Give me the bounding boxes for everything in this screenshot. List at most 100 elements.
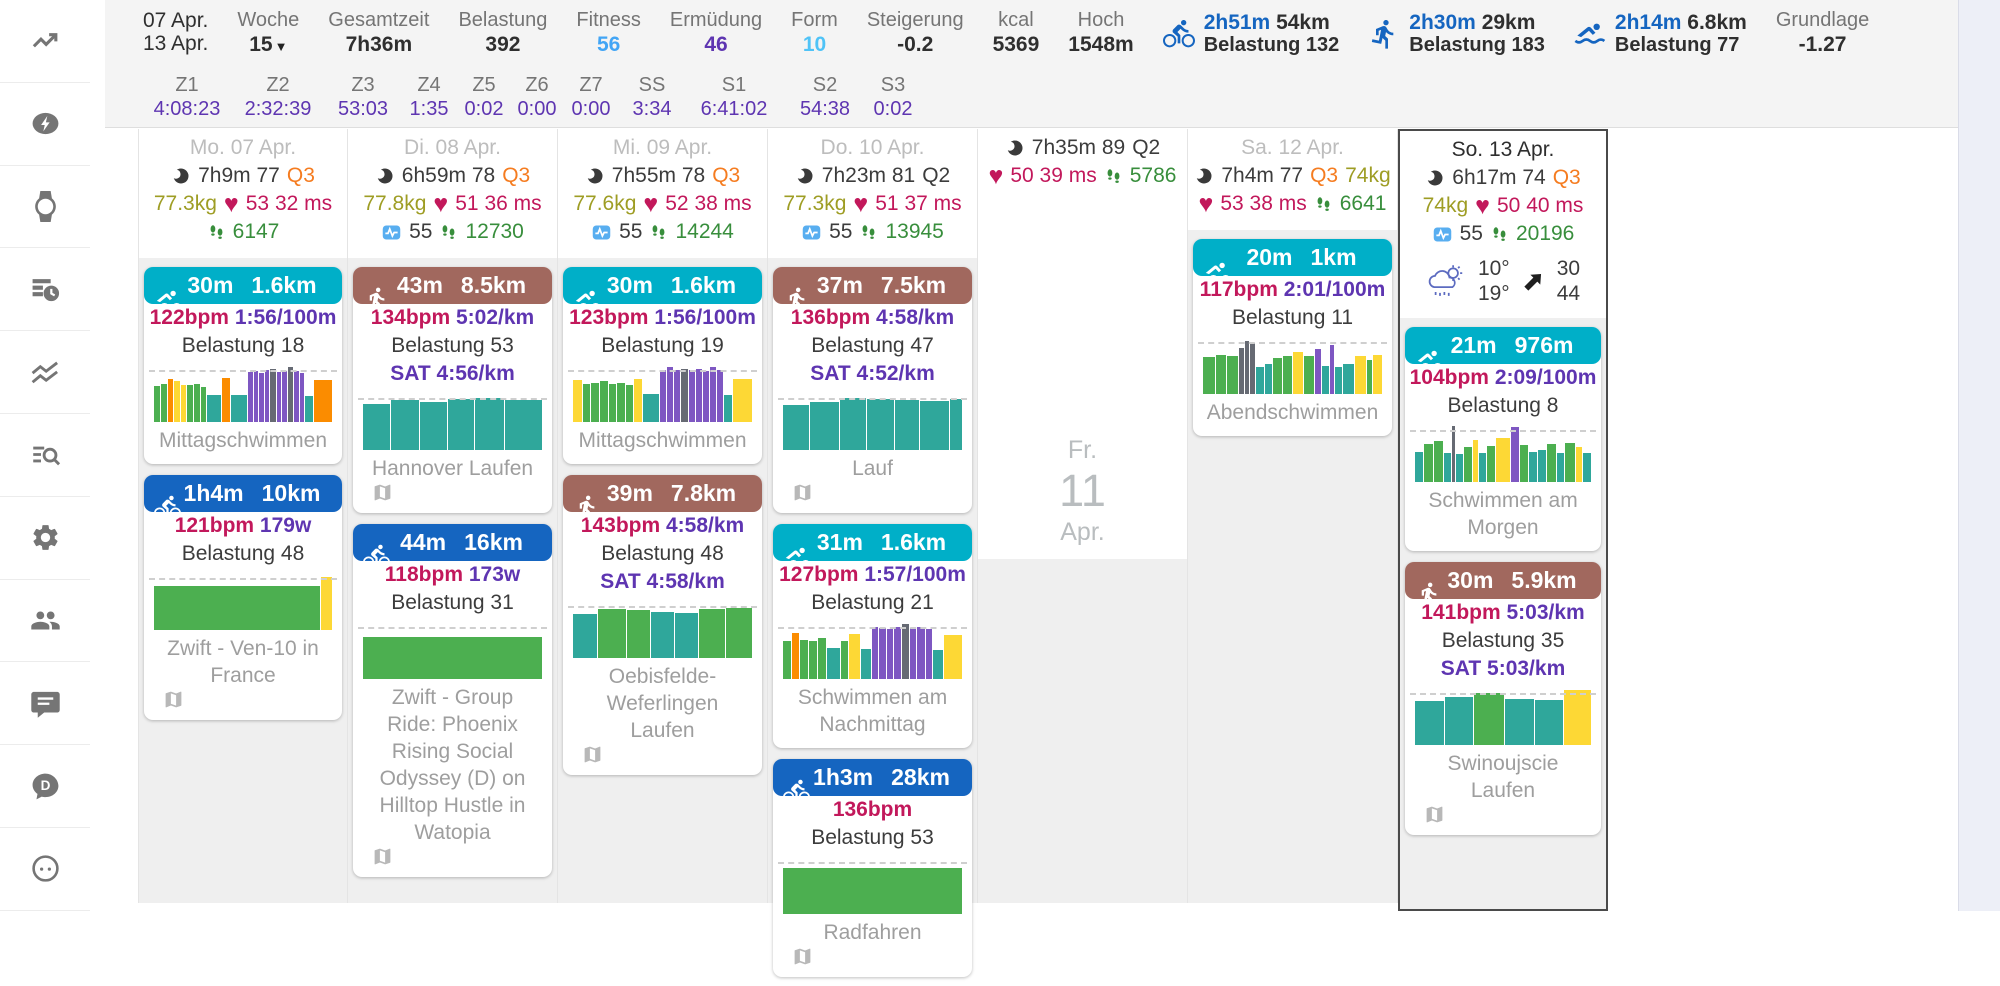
day-header-di[interactable]: Di. 08 Apr. 6h59m 78 Q3 77.8kg ♥ 51 36 ms 55 12… bbox=[348, 129, 557, 258]
wellness-line: 7h35m 89 Q2 bbox=[980, 134, 1185, 162]
activity-card[interactable]: 37m 7.5km 136bpm 4:58/km Belastung 47 SAT 4:… bbox=[773, 267, 972, 513]
wellness-value: 55 bbox=[1459, 222, 1483, 245]
day-header-sa[interactable]: Sa. 12 Apr. 7h4m 77 Q3 74kg ♥ 53 38 ms 6641 bbox=[1188, 129, 1397, 230]
day-header-mo[interactable]: Mo. 07 Apr. 7h9m 77 Q3 77.3kg ♥ 53 32 ms 6147 bbox=[139, 129, 347, 258]
wellness-line: 55 14244 bbox=[560, 218, 765, 246]
day-activities bbox=[978, 559, 1187, 903]
wellness-value: 53 32 ms bbox=[245, 192, 333, 215]
activities-icon bbox=[30, 357, 61, 388]
sport-summary-swim: 2h14m 6.8km Belastung 77 bbox=[1574, 11, 1747, 57]
day-date-label: Do. 10 Apr. bbox=[820, 136, 925, 159]
wellness-line: 6147 bbox=[141, 218, 345, 246]
wellness-value: 7h9m 77 bbox=[198, 164, 280, 187]
zone-s1: S1 6:41:02 bbox=[700, 74, 768, 120]
stat-fitness: Fitness 56 bbox=[576, 9, 641, 56]
wellness-value: 13945 bbox=[885, 220, 944, 243]
search-icon bbox=[30, 439, 61, 470]
day-header-so[interactable]: So. 13 Apr. 6h17m 74 Q3 74kg ♥ 50 40 ms 55 2019… bbox=[1400, 131, 1606, 318]
day-header-do[interactable]: Do. 10 Apr. 7h23m 81 Q2 77.3kg ♥ 51 37 ms 55 13… bbox=[768, 129, 977, 258]
activity-card[interactable]: 1h4m 10km 121bpm 179w Belastung 48 Zwift - V… bbox=[144, 475, 342, 720]
day-activities: 30m 1.6km 123bpm 1:56/100m Belastung 19 Mitt… bbox=[558, 258, 767, 903]
sidebar-button-settings[interactable] bbox=[0, 497, 90, 580]
sidebar-button-watch[interactable] bbox=[0, 166, 90, 249]
wellness-value: Q3 bbox=[712, 164, 741, 187]
activity-hr-pace: 104bpm 2:09/100m bbox=[1409, 366, 1597, 389]
day-column-so: So. 13 Apr. 6h17m 74 Q3 74kg ♥ 50 40 ms 55 2019… bbox=[1398, 129, 1608, 911]
steps-icon bbox=[859, 223, 878, 242]
sidebar-button-trending[interactable] bbox=[0, 0, 90, 83]
sidebar-button-discord[interactable]: D bbox=[0, 745, 90, 828]
activity-card[interactable]: 39m 7.8km 143bpm 4:58/km Belastung 48 SAT 4:… bbox=[563, 475, 762, 775]
activity-bar-chart bbox=[149, 364, 337, 422]
people-icon bbox=[30, 605, 61, 636]
map-icon bbox=[156, 689, 330, 710]
wellness-value: 12730 bbox=[465, 220, 524, 243]
wellness-line: 77.8kg ♥ 51 36 ms bbox=[350, 190, 555, 218]
sidebar-button-plan[interactable] bbox=[0, 248, 90, 332]
wellness-line: 7h55m 78 Q3 bbox=[560, 162, 765, 190]
activity-card[interactable]: 21m 976m 104bpm 2:09/100m Belastung 8 Schwim… bbox=[1405, 327, 1601, 551]
activity-name: Mittagschwimmen bbox=[158, 429, 328, 452]
wellness-line: ♥ 50 39 ms 5786 bbox=[980, 162, 1185, 190]
activity-hr-pace: 127bpm 1:57/100m bbox=[779, 563, 966, 586]
activity-card[interactable]: 1h3m 28km 136bpm Belastung 53 Radfahren bbox=[773, 759, 972, 977]
activity-card[interactable]: 30m 1.6km 122bpm 1:56/100m Belastung 18 Mitt… bbox=[144, 267, 342, 464]
map-icon bbox=[1417, 804, 1589, 825]
activity-name: Mittagschwimmen bbox=[578, 429, 747, 452]
week-summary-header: 07 Apr. 13 Apr. Woche 15 ▼ Gesamtzeit 7h36m Bel… bbox=[105, 0, 1958, 128]
activity-card[interactable]: 20m 1km 117bpm 2:01/100m Belastung 11 Abends… bbox=[1193, 239, 1392, 436]
activity-bar-chart bbox=[358, 621, 547, 679]
moon-icon bbox=[795, 166, 815, 186]
activity-card[interactable]: 31m 1.6km 127bpm 1:57/100m Belastung 21 Schw… bbox=[773, 524, 972, 748]
activity-card[interactable]: 44m 16km 118bpm 173w Belastung 31 Zwift - Gr… bbox=[353, 524, 552, 877]
day-date-label: Mo. 07 Apr. bbox=[189, 136, 297, 159]
swim-icon bbox=[1574, 18, 1606, 50]
map-icon bbox=[365, 482, 540, 503]
wellness-value: 6h17m 74 bbox=[1452, 166, 1546, 189]
steps-icon bbox=[439, 223, 458, 242]
activity-hr-pace: 121bpm 179w bbox=[174, 514, 312, 537]
wellness-value: 6147 bbox=[232, 220, 280, 243]
activity-header-swim: 30m 1.6km bbox=[144, 267, 342, 308]
activity-name: Schwimmen am Nachmittag bbox=[797, 686, 948, 736]
activity-header-swim: 21m 976m bbox=[1405, 327, 1601, 368]
stat-form: Form 10 bbox=[791, 9, 838, 56]
activity-header-swim: 31m 1.6km bbox=[773, 524, 972, 565]
activity-bar-chart bbox=[358, 392, 547, 450]
heart-icon: ♥ bbox=[1475, 192, 1490, 220]
zone-z3: Z3 53:03 bbox=[337, 74, 389, 120]
sidebar-button-search[interactable] bbox=[0, 414, 90, 497]
day-column-di: Di. 08 Apr. 6h59m 78 Q3 77.8kg ♥ 51 36 ms 55 12… bbox=[348, 129, 558, 903]
wellness-value: 6641 bbox=[1339, 192, 1387, 215]
sidebar-button-power[interactable] bbox=[0, 83, 90, 166]
activity-card[interactable]: 43m 8.5km 134bpm 5:02/km Belastung 53 SAT 4:… bbox=[353, 267, 552, 513]
stat-gesamtzeit: Gesamtzeit 7h36m bbox=[328, 9, 430, 56]
activity-card[interactable]: 30m 5.9km 141bpm 5:03/km Belastung 35 SAT 5:… bbox=[1405, 562, 1601, 835]
activity-header-run: 39m 7.8km bbox=[563, 475, 762, 520]
day-column-do: Do. 10 Apr. 7h23m 81 Q2 77.3kg ♥ 51 37 ms 55 13… bbox=[768, 129, 978, 977]
wellness-value: 77.8kg bbox=[363, 192, 427, 215]
weather-icon bbox=[1426, 263, 1468, 299]
activity-load: Belastung 11 bbox=[1231, 306, 1354, 329]
sidebar-button-people[interactable] bbox=[0, 580, 90, 663]
activity-load: Belastung 48 bbox=[601, 542, 724, 565]
wellness-line: 77.3kg ♥ 51 37 ms bbox=[770, 190, 975, 218]
day-header-mi[interactable]: Mi. 09 Apr. 7h55m 78 Q3 77.6kg ♥ 52 38 ms 55 14… bbox=[558, 129, 767, 258]
heart-icon: ♥ bbox=[988, 162, 1004, 190]
activity-card[interactable]: 30m 1.6km 123bpm 1:56/100m Belastung 19 Mitt… bbox=[563, 267, 762, 464]
activity-load: Belastung 53 bbox=[391, 334, 514, 357]
week-selector[interactable]: Woche 15 ▼ bbox=[237, 9, 300, 56]
day-date-label: Di. 08 Apr. bbox=[404, 136, 501, 159]
wellness-line: 7h9m 77 Q3 bbox=[141, 162, 345, 190]
activity-bar-chart bbox=[568, 364, 757, 422]
sidebar-button-activities[interactable] bbox=[0, 331, 90, 414]
wellness-line: 7h4m 77 Q3 74kg bbox=[1190, 162, 1395, 190]
zone-z5: Z5 0:02 bbox=[464, 74, 504, 120]
day-activities: 43m 8.5km 134bpm 5:02/km Belastung 53 SAT 4:… bbox=[348, 258, 557, 903]
steps-icon bbox=[1104, 167, 1123, 186]
day-activities: 30m 1.6km 122bpm 1:56/100m Belastung 18 Mitt… bbox=[139, 258, 347, 903]
day-header-fr[interactable]: 7h35m 89 Q2 ♥ 50 39 ms 5786 Fr. 11 Apr. bbox=[978, 129, 1187, 559]
sidebar-button-chat[interactable] bbox=[0, 662, 90, 746]
sidebar-button-face[interactable] bbox=[0, 828, 90, 911]
day-date-label: So. 13 Apr. bbox=[1451, 138, 1555, 161]
